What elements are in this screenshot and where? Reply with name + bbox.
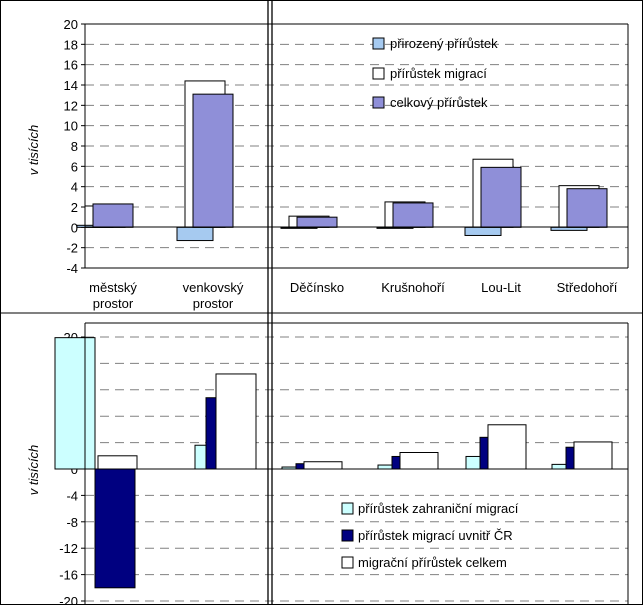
- top-y-tick-label: 16: [64, 58, 78, 73]
- bottom-legend: přírůstek zahraniční migrací přírůstek m…: [341, 501, 519, 570]
- top-y-tick-label: 18: [64, 37, 78, 52]
- bottom-legend-label-domestic: přírůstek migrací uvnitř ČR: [358, 528, 513, 543]
- top-category-label: Děčínsko: [290, 280, 344, 295]
- top-legend-swatch-total: [372, 96, 385, 109]
- top-legend-label-migration: přírůstek migrací: [390, 66, 487, 81]
- top-legend-swatch-natural: [372, 37, 385, 50]
- bottom-y-tick-label: -12: [59, 541, 78, 556]
- bottom-bar-migration-total: [215, 373, 257, 470]
- bottom-bar-domestic: [205, 397, 218, 470]
- top-y-ticks: -4 -2 0 2 4 6 8 10 12 14 16 18 20: [64, 17, 85, 276]
- bottom-bar-foreign: [551, 463, 567, 470]
- top-legend-label-total: celkový přírůstek: [390, 95, 488, 110]
- bottom-gridlines: [85, 336, 628, 602]
- top-y-tick-label: 8: [71, 139, 78, 154]
- top-y-tick-label: 20: [64, 17, 78, 32]
- top-category-label: venkovský: [183, 280, 244, 295]
- top-category-label: Středohoří: [557, 280, 618, 295]
- top-y-tick-label: -4: [66, 261, 78, 276]
- top-category-label: Krušnohoří: [381, 280, 445, 295]
- top-y-tick-label: 14: [64, 78, 78, 93]
- top-bar-total: [566, 188, 608, 228]
- top-bar-total: [92, 203, 134, 228]
- top-y-tick-label: 2: [71, 200, 78, 215]
- bottom-y-tick-label: -20: [59, 594, 78, 605]
- top-category-label: prostor: [193, 296, 234, 311]
- top-legend-swatch-migration: [372, 67, 385, 80]
- bottom-bar-migration-total: [303, 461, 343, 470]
- top-y-tick-label: 6: [71, 159, 78, 174]
- top-bar-total: [480, 166, 522, 228]
- top-bar-total: [392, 202, 434, 228]
- bottom-chart: -20-16-12-8-4048121620 v tisících přírůs…: [26, 322, 629, 609]
- bottom-legend-swatch-total: [341, 556, 354, 569]
- top-bars: [76, 80, 608, 242]
- bottom-bar-migration-total: [97, 455, 138, 470]
- top-y-tick-label: 10: [64, 119, 78, 134]
- top-category-label: prostor: [93, 296, 134, 311]
- bottom-legend-label-total: migrační přírůstek celkem: [358, 555, 507, 570]
- bottom-bar-foreign: [377, 464, 393, 470]
- top-legend: přirozený přírůstek přírůstek migrací ce…: [372, 36, 498, 110]
- bottom-y-tick-label: -4: [66, 488, 78, 503]
- bottom-bar-migration-total: [573, 441, 613, 470]
- bottom-legend-swatch-domestic: [341, 529, 354, 542]
- bottom-bars: [54, 337, 613, 589]
- top-category-label: Lou-Lit: [481, 280, 521, 295]
- top-bar-natural: [176, 226, 214, 242]
- top-gridlines: [85, 43, 628, 249]
- top-y-axis-label: v tisících: [26, 125, 41, 176]
- top-bar-total: [192, 93, 234, 228]
- bottom-y-tick-label: -16: [59, 568, 78, 583]
- top-y-tick-label: 0: [71, 220, 78, 235]
- bottom-y-axis-label: v tisících: [26, 445, 41, 496]
- bottom-legend-swatch-foreign: [341, 502, 354, 515]
- bottom-bar-foreign: [54, 337, 96, 470]
- bottom-legend-label-foreign: přírůstek zahraniční migrací: [358, 501, 519, 516]
- top-bar-total: [296, 216, 338, 228]
- top-y-tick-label: 12: [64, 98, 78, 113]
- bottom-bar-foreign: [194, 444, 207, 470]
- bottom-bar-domestic: [94, 468, 136, 589]
- top-y-tick-label: 4: [71, 180, 78, 195]
- top-legend-label-natural: přirozený přírůstek: [390, 36, 498, 51]
- bottom-y-tick-label: -8: [66, 515, 78, 530]
- top-category-label: městský: [89, 280, 137, 295]
- bottom-bar-migration-total: [399, 452, 439, 470]
- top-y-tick-label: -2: [66, 241, 78, 256]
- bottom-bar-migration-total: [487, 424, 527, 470]
- top-bar-natural: [464, 226, 502, 236]
- bottom-bar-foreign: [465, 455, 481, 470]
